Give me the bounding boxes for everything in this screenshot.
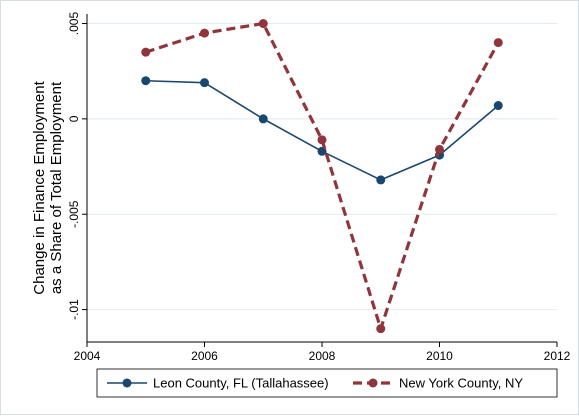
series-2-point [435, 144, 444, 154]
grid [87, 23, 557, 311]
x-tick-label: 2008 [309, 349, 336, 363]
legend-key-marker-1 [122, 378, 132, 388]
y-tick-label: -.01 [67, 299, 81, 320]
series-2-point [376, 324, 386, 334]
x-tick-label: 2004 [74, 349, 101, 363]
series-2-point [258, 19, 268, 29]
series-2-point [493, 38, 503, 48]
y-tick-label: .005 [67, 12, 81, 36]
series-1-point [200, 78, 209, 88]
x-tick-label: 2012 [544, 349, 571, 363]
legend-label-2: New York County, NY [399, 376, 523, 391]
legend-key-marker-2 [368, 378, 378, 388]
series-2-point [317, 135, 327, 145]
x-tick-label: 2006 [191, 349, 218, 363]
legend-box [96, 368, 558, 398]
y-tick-label: -.005 [67, 200, 81, 228]
axes: .005 0 -.005 -.01 2004 2006 2008 2010 2012 [67, 12, 571, 363]
legend: Leon County, FL (Tallahassee) New York Co… [96, 368, 558, 398]
y-axis-title-line: as a Share of Total Employment [48, 81, 65, 294]
legend-label-1: Leon County, FL (Tallahassee) [153, 376, 329, 391]
x-tick-label: 2010 [426, 349, 453, 363]
y-tick-label: 0 [67, 115, 81, 122]
series-1-point [493, 101, 503, 111]
series-2-point [141, 47, 151, 57]
series-1-point [258, 114, 268, 124]
series-2-point [200, 28, 209, 38]
series [141, 19, 503, 334]
series-1-point [141, 76, 151, 86]
y-axis-title-line: Change in Finance Employment [31, 80, 48, 294]
y-axis-label: Change in Finance Employment as a Share o… [31, 80, 65, 294]
series-1-point [376, 175, 386, 185]
series-1-point [317, 146, 327, 156]
